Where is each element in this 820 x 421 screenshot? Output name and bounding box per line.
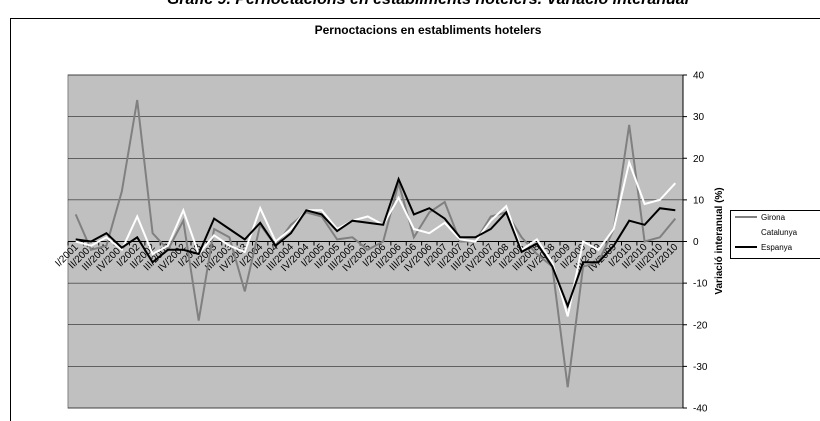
y-tick-label: -20 [693, 320, 708, 331]
legend-label: Girona [761, 213, 786, 222]
series-line [75, 158, 677, 317]
y-tick-label: -10 [693, 279, 708, 290]
y-tick-label: -40 [693, 404, 708, 415]
y-tick-label: 30 [693, 112, 705, 123]
y-tick-label: 10 [693, 195, 705, 206]
legend-label: Catalunya [761, 228, 798, 237]
legend-box [730, 210, 820, 259]
y-tick-label: -30 [693, 362, 708, 373]
legend-label: Espanya [761, 243, 793, 252]
legend: Girona Catalunya Espanya [730, 210, 820, 259]
y-tick-label: 40 [693, 71, 705, 82]
series-line [74, 99, 677, 388]
series-line [75, 176, 676, 309]
page-title: Gràfic 9. Pernoctacions en establiments … [167, 0, 690, 8]
y-tick-label: 0 [693, 237, 699, 248]
y-axis-title: Variació interanual (%) [714, 187, 725, 294]
chart-title: Pernoctacions en establiments hotelers [315, 23, 542, 37]
y-tick-label: 20 [693, 154, 705, 165]
